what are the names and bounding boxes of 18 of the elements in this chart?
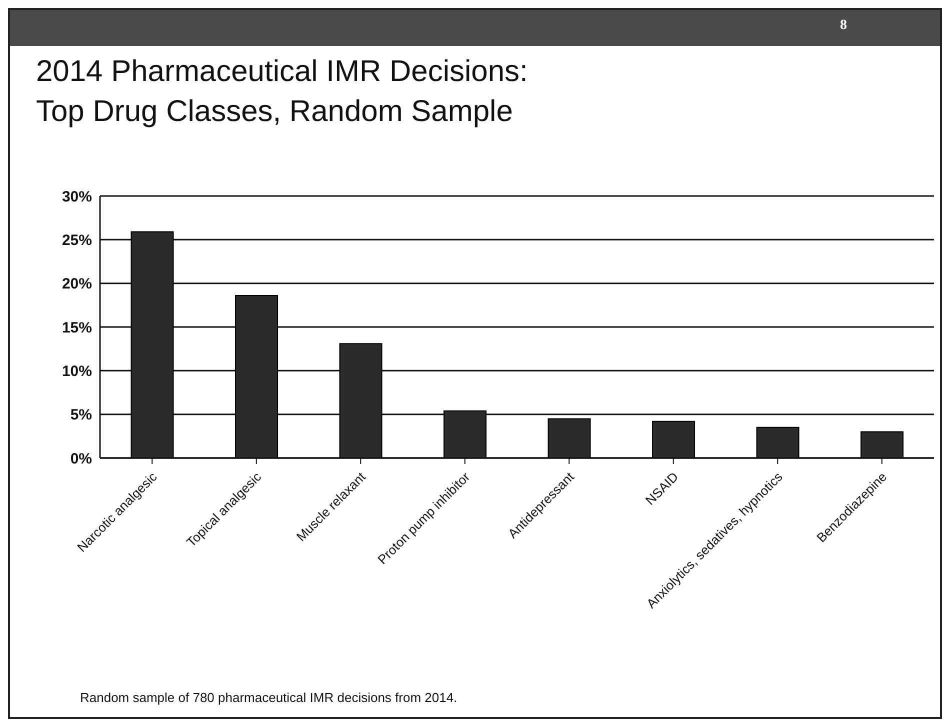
- bar: [652, 420, 696, 458]
- bar: [444, 410, 487, 458]
- bar: [548, 418, 591, 458]
- text: Random sample of 780 pharmaceutical IMR decisions from 2014.: [80, 690, 458, 705]
- text: 8: [840, 18, 847, 34]
- bar: [130, 231, 174, 458]
- bar: [235, 295, 278, 458]
- y-tick-label: 5%: [70, 406, 92, 424]
- y-tick-label: 25%: [62, 232, 92, 249]
- bar: [756, 426, 800, 458]
- y-tick-label: 15%: [62, 319, 92, 336]
- chart-title: 2014 Pharmaceutical IMR Decisions: Top Drug Classes, Random Sample: [36, 54, 528, 130]
- y-tick-label: 10%: [62, 362, 92, 380]
- y-tick-label: 20%: [62, 276, 92, 293]
- bar: [860, 431, 904, 458]
- bar: [339, 343, 382, 458]
- y-tick-label: 0%: [70, 450, 92, 468]
- y-tick-label: 30%: [62, 188, 92, 206]
